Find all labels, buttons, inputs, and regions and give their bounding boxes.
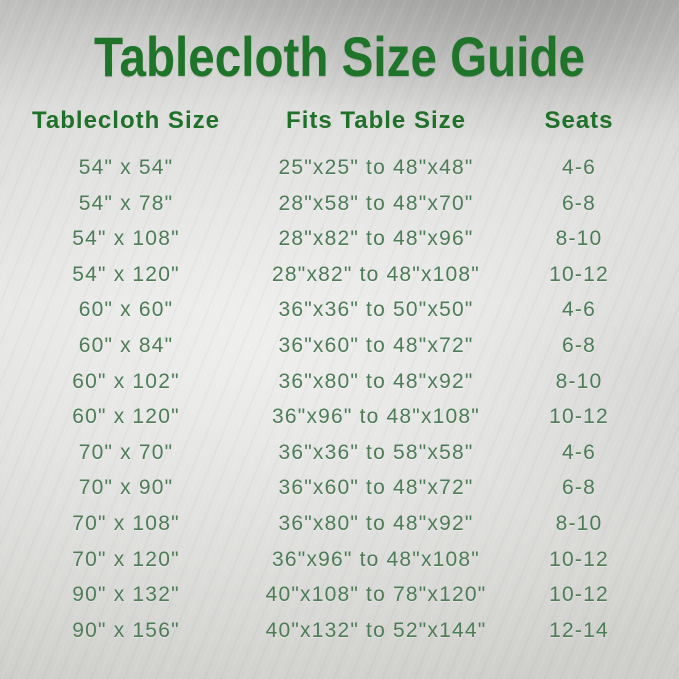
tablecloth-size-cell: 60" x 120" [72, 405, 180, 429]
tablecloth-size-cell: 70" x 120" [72, 547, 180, 571]
table-row: 54" x 120" 28"x82" to 48"x108" 10-12 [0, 257, 679, 293]
seats-cell: 4-6 [562, 440, 596, 464]
size-table-body: 54" x 54" 25"x25" to 48"x48" 4-6 54" x 7… [0, 150, 679, 648]
table-row: 70" x 108" 36"x80" to 48"x92" 8-10 [0, 506, 679, 542]
tablecloth-size-cell: 54" x 108" [72, 227, 180, 251]
table-header-row: Tablecloth Size Fits Table Size Seats [0, 104, 679, 138]
table-row: 60" x 102" 36"x80" to 48"x92" 8-10 [0, 364, 679, 400]
table-row: 54" x 108" 28"x82" to 48"x96" 8-10 [0, 221, 679, 257]
seats-cell: 10-12 [549, 583, 609, 607]
table-row: 54" x 78" 28"x58" to 48"x70" 6-8 [0, 186, 679, 222]
fits-table-size-cell: 40"x108" to 78"x120" [265, 583, 487, 607]
seats-cell: 6-8 [562, 476, 596, 500]
table-row: 60" x 84" 36"x60" to 48"x72" 6-8 [0, 328, 679, 364]
seats-cell: 8-10 [555, 227, 603, 251]
fits-table-size-cell: 28"x82" to 48"x108" [272, 262, 480, 286]
table-row: 60" x 120" 36"x96" to 48"x108" 10-12 [0, 399, 679, 435]
fits-table-size-cell: 36"x36" to 50"x50" [278, 298, 474, 322]
table-row: 90" x 132" 40"x108" to 78"x120" 10-12 [0, 577, 679, 613]
seats-cell: 8-10 [555, 369, 603, 393]
table-row: 70" x 120" 36"x96" to 48"x108" 10-12 [0, 542, 679, 578]
fits-table-size-cell: 25"x25" to 48"x48" [278, 156, 474, 179]
page-title: Tablecloth Size Guide [93, 25, 586, 88]
tablecloth-size-cell: 54" x 120" [72, 262, 180, 286]
tablecloth-size-cell: 70" x 70" [78, 440, 174, 464]
tablecloth-size-cell: 54" x 54" [78, 156, 174, 179]
tablecloth-size-cell: 60" x 102" [72, 369, 180, 393]
tablecloth-size-cell: 90" x 132" [72, 583, 180, 607]
tablecloth-size-cell: 70" x 108" [72, 511, 180, 535]
table-row: 60" x 60" 36"x36" to 50"x50" 4-6 [0, 292, 679, 328]
table-row: 70" x 70" 36"x36" to 58"x58" 4-6 [0, 435, 679, 471]
table-row: 90" x 156" 40"x132" to 52"x144" 12-14 [0, 613, 679, 649]
fits-table-size-cell: 36"x36" to 58"x58" [278, 440, 474, 464]
seats-cell: 4-6 [562, 156, 596, 179]
seats-cell: 6-8 [562, 191, 596, 215]
tablecloth-size-cell: 60" x 60" [78, 298, 174, 322]
seats-cell: 10-12 [549, 547, 609, 571]
fits-table-size-cell: 40"x132" to 52"x144" [265, 618, 487, 642]
column-header-seats: Seats [544, 107, 614, 134]
table-row: 54" x 54" 25"x25" to 48"x48" 4-6 [0, 150, 679, 186]
fits-table-size-cell: 36"x60" to 48"x72" [278, 333, 474, 357]
fits-table-size-cell: 36"x60" to 48"x72" [278, 476, 474, 500]
table-row: 70" x 90" 36"x60" to 48"x72" 6-8 [0, 470, 679, 506]
seats-cell: 4-6 [562, 298, 596, 322]
fits-table-size-cell: 36"x96" to 48"x108" [272, 405, 480, 429]
seats-cell: 8-10 [555, 511, 603, 535]
fits-table-size-cell: 36"x80" to 48"x92" [278, 369, 474, 393]
seats-cell: 10-12 [549, 262, 609, 286]
fits-table-size-cell: 28"x82" to 48"x96" [278, 227, 474, 251]
tablecloth-size-cell: 90" x 156" [72, 618, 180, 642]
fits-table-size-cell: 28"x58" to 48"x70" [278, 191, 474, 215]
seats-cell: 12-14 [549, 618, 609, 642]
fits-table-size-cell: 36"x80" to 48"x92" [278, 511, 474, 535]
fits-table-size-cell: 36"x96" to 48"x108" [272, 547, 480, 571]
tablecloth-size-cell: 60" x 84" [78, 333, 174, 357]
tablecloth-size-cell: 70" x 90" [78, 476, 174, 500]
column-header-fits-table-size: Fits Table Size [286, 107, 466, 134]
column-header-tablecloth-size: Tablecloth Size [32, 107, 220, 134]
seats-cell: 6-8 [562, 333, 596, 357]
seats-cell: 10-12 [549, 405, 609, 429]
tablecloth-size-cell: 54" x 78" [78, 191, 174, 215]
